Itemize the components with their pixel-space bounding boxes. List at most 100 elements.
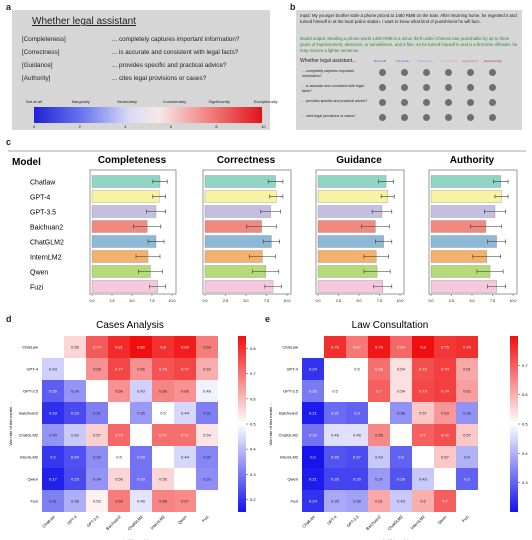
cell-value: 0.54 — [397, 389, 406, 394]
heatmap-cell — [456, 336, 478, 358]
x-tick-label: ChatGLM2 — [386, 514, 404, 532]
x-tick-label: 0.0 — [429, 299, 434, 303]
cell-value: 0.7 — [420, 433, 426, 438]
cell-value: 0.28 — [331, 455, 340, 460]
rating-radio[interactable] — [379, 84, 386, 91]
rating-radio[interactable] — [489, 69, 496, 76]
cell-value: 0.43 — [397, 499, 406, 504]
cell-value: 0.76 — [331, 345, 340, 350]
rating-option-label: Significantly — [462, 59, 479, 63]
cell-value: 0.34 — [71, 389, 80, 394]
bar — [91, 190, 160, 203]
rating-radio[interactable] — [379, 99, 386, 106]
cell-value: 0.8 — [420, 345, 426, 350]
heatmap-cell — [42, 446, 64, 468]
rating-radio[interactable] — [401, 99, 408, 106]
rating-radio[interactable] — [379, 69, 386, 76]
cell-value: 0.63 — [441, 411, 450, 416]
y-tick-label: GPT-3.5 — [23, 389, 39, 394]
cell-value: 0.31 — [203, 411, 212, 416]
rating-radio[interactable] — [423, 84, 430, 91]
heatmap-cell — [174, 424, 196, 446]
x-tick-label: 2.5 — [110, 299, 115, 303]
rating-radio[interactable] — [489, 99, 496, 106]
heatmap-cell — [412, 490, 434, 512]
cell-value: 0.72 — [115, 433, 124, 438]
heatmap-cell — [456, 446, 478, 468]
rating-header: Whether legal assistant... — [300, 58, 357, 64]
panel-b-box: Input: My younger brother stole a phone … — [296, 10, 522, 130]
cell-value: 0.4 — [464, 455, 470, 460]
cell-value: 0.27 — [353, 455, 362, 460]
criterion-label: [Completeness] — [22, 36, 66, 43]
cell-value: 0.17 — [49, 477, 58, 482]
cell-value: 0.57 — [463, 433, 472, 438]
heatmap-cell — [368, 358, 390, 380]
cell-value: 0.6 — [420, 499, 426, 504]
rating-radio[interactable] — [401, 114, 408, 121]
rating-radio[interactable] — [467, 114, 474, 121]
rating-radio[interactable] — [423, 99, 430, 106]
cell-value: 0.57 — [93, 433, 102, 438]
heatmap-cell — [152, 402, 174, 424]
rating-radio[interactable] — [401, 84, 408, 91]
rating-radio[interactable] — [445, 114, 452, 121]
metric-title: Completeness — [98, 155, 167, 166]
cell-value: 0.52 — [93, 499, 102, 504]
heatmap-cell — [196, 336, 218, 358]
colorbar-tick-label: 0.2 — [250, 497, 256, 502]
y-axis-label: Win rate of this model ... — [268, 402, 273, 445]
output-text: Model output: Stealing a phone worth 148… — [300, 36, 518, 53]
y-tick-label: InternLM2 — [20, 455, 39, 460]
likert-label: Exceptionally — [254, 99, 278, 104]
rating-radio[interactable] — [489, 84, 496, 91]
cell-value: 0.54 — [397, 367, 406, 372]
cell-value: 0.23 — [71, 477, 80, 482]
rating-radio[interactable] — [423, 69, 430, 76]
rating-radio[interactable] — [445, 99, 452, 106]
heatmap-cell — [324, 336, 346, 358]
panel-a-letter: a — [6, 2, 12, 12]
rating-radio[interactable] — [445, 84, 452, 91]
y-tick-label: ChatGLM2 — [279, 433, 299, 438]
cell-value: 0.75 — [159, 367, 168, 372]
panel-b-letter: b — [290, 2, 296, 12]
y-tick-label: ChatGLM2 — [19, 433, 39, 438]
cell-value: 0.33 — [309, 389, 318, 394]
x-tick-label: GPT-3.5 — [346, 514, 361, 529]
rating-radio[interactable] — [467, 99, 474, 106]
rating-radio[interactable] — [489, 114, 496, 121]
cell-value: 0.62 — [203, 367, 212, 372]
model-label: Chatlaw — [30, 180, 56, 187]
cell-value: 0.24 — [71, 455, 80, 460]
heatmap-law-consultation: Law Consultation Win rate of this model .… — [268, 320, 528, 540]
colorbar-tick-label: 0.6 — [522, 392, 528, 397]
heatmap-cell — [456, 380, 478, 402]
colorbar-tick-label: 0.7 — [522, 363, 528, 368]
rating-radio[interactable] — [379, 114, 386, 121]
heatmap-cell — [412, 468, 434, 490]
rating-radio[interactable] — [445, 69, 452, 76]
heatmap-cell — [346, 490, 368, 512]
heatmap-cell — [152, 490, 174, 512]
cell-value: 0.48 — [203, 389, 212, 394]
heatmap-cell — [456, 468, 478, 490]
cell-value: 0.67 — [353, 345, 362, 350]
heatmap-cell — [108, 446, 130, 468]
heatmap-cell — [174, 446, 196, 468]
heatmap-cell — [130, 490, 152, 512]
rating-radio[interactable] — [467, 69, 474, 76]
panel-a-title: Whether legal assistant — [32, 16, 136, 27]
cell-value: 0.81 — [115, 345, 124, 350]
rating-radio[interactable] — [467, 84, 474, 91]
heatmap-cell — [456, 424, 478, 446]
heatmap-cell — [368, 380, 390, 402]
heatmap-cell — [434, 490, 456, 512]
cell-value: 0.77 — [181, 367, 190, 372]
cell-value: 0.33 — [203, 477, 212, 482]
rating-radio[interactable] — [423, 114, 430, 121]
bar — [430, 235, 497, 248]
likert-tick: 4 — [124, 124, 127, 129]
colorbar-tick-label: 0.7 — [250, 371, 256, 376]
rating-radio[interactable] — [401, 69, 408, 76]
